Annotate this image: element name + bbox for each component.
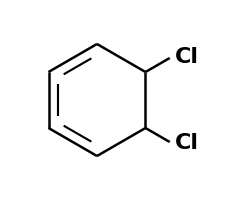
- Text: Cl: Cl: [175, 47, 199, 67]
- Text: Cl: Cl: [175, 133, 199, 153]
